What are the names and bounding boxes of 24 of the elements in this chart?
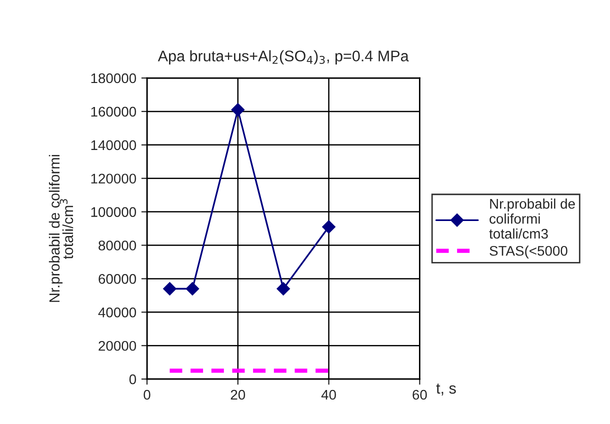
point (186, 282, 200, 296)
x-tick-label: 20 (230, 390, 246, 400)
y-tick-label: 120000 (91, 174, 136, 184)
y-axis-title: Nr.probabil de coliformi totali/cm$^{3}$ (48, 154, 74, 302)
y-tick-label: 60000 (98, 274, 136, 284)
x-tick-label: 0 (144, 390, 150, 400)
chart-title: Apa bruta+us+Al$_{2}$(SO$_{4}$)$_{3}$, p=0.4 MPa (158, 50, 409, 64)
legend-label: STAS(<5000 (490, 246, 568, 259)
point (163, 282, 176, 296)
y-tick-label: 20000 (98, 340, 136, 351)
y-tick-label: 0 (129, 374, 136, 384)
y-tick-label: 140000 (91, 140, 136, 150)
point (322, 220, 336, 234)
y-tick-label: 80000 (98, 240, 136, 250)
legend-label: Nr.probabil de coliformi totali/cm3 (489, 198, 575, 239)
y-tick-label: 180000 (91, 73, 136, 84)
x-tick-label: 60 (412, 390, 427, 400)
y-tick-label: 40000 (98, 307, 136, 318)
y-tick-label: 100000 (91, 207, 136, 217)
y-tick-label: 160000 (91, 106, 136, 117)
point (276, 282, 290, 296)
x-axis-title: t, s (436, 384, 456, 396)
x-tick-label: 40 (321, 390, 336, 400)
point (231, 103, 244, 116)
